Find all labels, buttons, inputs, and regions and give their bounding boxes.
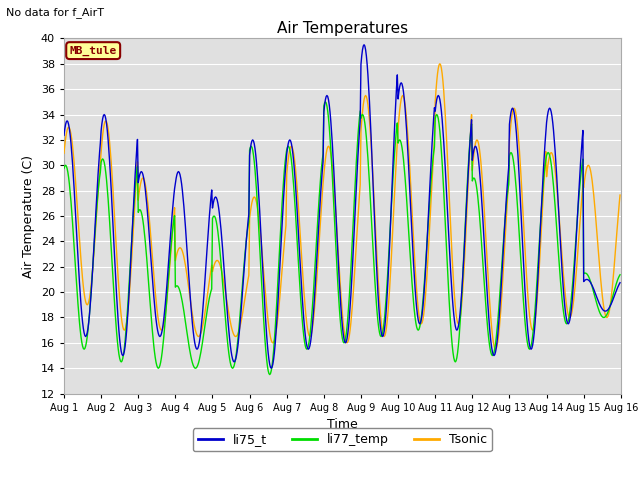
li77_temp <box>428 174 435 180</box>
Tsonic <box>426 222 434 228</box>
li77_temp <box>266 372 273 377</box>
Line: li75_t: li75_t <box>64 45 620 368</box>
Tsonic <box>492 347 499 352</box>
Tsonic <box>213 258 221 264</box>
li75_t <box>616 280 624 286</box>
li75_t <box>127 248 135 253</box>
li75_t <box>184 258 191 264</box>
Tsonic <box>70 159 78 165</box>
li75_t <box>213 197 221 203</box>
li75_t <box>70 184 78 190</box>
li75_t <box>60 132 68 138</box>
li77_temp <box>616 272 624 277</box>
Tsonic <box>60 150 68 156</box>
Text: MB_tule: MB_tule <box>70 46 117 56</box>
Tsonic <box>410 236 417 242</box>
li75_t <box>268 365 275 371</box>
li75_t <box>360 42 368 48</box>
Line: li77_temp: li77_temp <box>64 102 620 374</box>
li77_temp <box>70 242 78 248</box>
li77_temp <box>213 223 221 229</box>
Legend: li75_t, li77_temp, Tsonic: li75_t, li77_temp, Tsonic <box>193 428 492 451</box>
X-axis label: Time: Time <box>327 418 358 431</box>
li77_temp <box>184 335 191 340</box>
Tsonic <box>127 263 135 268</box>
Tsonic <box>184 278 191 284</box>
Tsonic <box>616 192 624 198</box>
li77_temp <box>321 99 329 105</box>
li75_t <box>428 154 435 160</box>
li77_temp <box>412 314 419 320</box>
Text: No data for f_AirT: No data for f_AirT <box>6 7 104 18</box>
li77_temp <box>60 166 68 171</box>
Tsonic <box>436 61 444 67</box>
li75_t <box>412 286 419 291</box>
Title: Air Temperatures: Air Temperatures <box>277 21 408 36</box>
Y-axis label: Air Temperature (C): Air Temperature (C) <box>22 155 35 277</box>
Line: Tsonic: Tsonic <box>64 64 620 349</box>
li77_temp <box>127 244 135 250</box>
